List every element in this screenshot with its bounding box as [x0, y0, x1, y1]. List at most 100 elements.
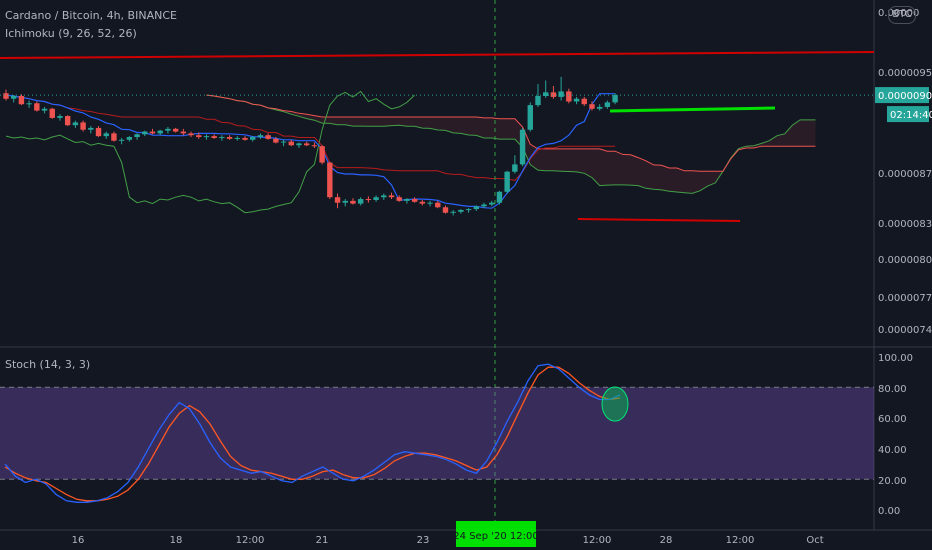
- candle-body: [427, 202, 433, 204]
- candle: [157, 129, 163, 136]
- candle-body: [296, 143, 302, 146]
- candle-body: [103, 133, 109, 137]
- candle-body: [419, 201, 426, 204]
- candle: [80, 120, 86, 132]
- stoch-tick-label: 100.00: [878, 353, 913, 364]
- candle: [489, 200, 495, 207]
- candle: [11, 95, 17, 103]
- candle: [103, 131, 109, 139]
- candle: [172, 127, 179, 133]
- candle-body: [41, 108, 48, 111]
- candle: [535, 84, 541, 107]
- candle-body: [242, 137, 248, 140]
- candle-body: [365, 199, 372, 201]
- candle-body: [303, 143, 310, 146]
- price-tick-label: 0.00000: [878, 8, 919, 19]
- candle-body: [126, 137, 133, 140]
- candle-body: [80, 122, 86, 130]
- currency-button[interactable]: BTC: [888, 6, 916, 24]
- candle-body: [435, 202, 441, 208]
- candle-body: [142, 131, 148, 135]
- candle-body: [573, 98, 580, 102]
- candle-body: [72, 122, 79, 126]
- last-price-badge: [875, 87, 929, 104]
- candle-body: [226, 137, 233, 139]
- candle: [419, 199, 426, 206]
- candle: [527, 102, 533, 132]
- candle: [465, 208, 472, 213]
- stoch-tick-label: 40.00: [878, 445, 907, 456]
- candle: [18, 94, 25, 106]
- time-tick-label: 28: [660, 535, 673, 546]
- price-tick-label: 0.00000745: [878, 325, 932, 336]
- candle: [404, 198, 410, 204]
- candle-body: [519, 129, 526, 165]
- candle-body: [604, 102, 611, 107]
- stoch-tick-label: 60.00: [878, 414, 907, 425]
- time-tick-label: 23: [417, 535, 430, 546]
- candle-body: [280, 141, 287, 143]
- time-tick-label: 18: [170, 535, 183, 546]
- time-tick-label: 21: [316, 535, 329, 546]
- candle: [49, 107, 55, 119]
- candle: [543, 80, 549, 98]
- candle-body: [558, 91, 564, 97]
- resistance-trendline: [0, 51, 875, 59]
- candle: [373, 195, 379, 202]
- candle-body: [219, 137, 225, 139]
- candle-body: [381, 195, 387, 198]
- candle: [589, 101, 595, 111]
- candle: [95, 126, 102, 138]
- symbol-title: Cardano / Bitcoin, 4h, BINANCE: [5, 9, 177, 22]
- candle: [180, 128, 187, 136]
- candle-body: [311, 145, 318, 147]
- candle-body: [57, 116, 63, 118]
- candle-body: [11, 96, 17, 99]
- ichimoku-legend[interactable]: Ichimoku (9, 26, 52, 26): [5, 27, 137, 40]
- candle-body: [203, 136, 210, 138]
- leading-span-a: [206, 94, 816, 194]
- candle-body: [250, 137, 256, 140]
- candle-body: [319, 146, 325, 163]
- candle: [111, 131, 117, 142]
- candle-body: [257, 135, 264, 138]
- candle-body: [612, 95, 618, 103]
- base-line: [5, 94, 616, 181]
- candle: [450, 210, 456, 216]
- stoch-legend[interactable]: Stoch (14, 3, 3): [5, 358, 91, 371]
- stoch-d-line: [4, 366, 621, 502]
- candle-body: [327, 162, 333, 198]
- candle-body: [543, 92, 549, 96]
- last-price-label: 0.00000908: [878, 91, 932, 102]
- candle: [64, 115, 71, 127]
- stoch-band: [0, 387, 874, 480]
- candle: [327, 161, 333, 200]
- candle-body: [95, 127, 102, 137]
- candle: [34, 101, 40, 112]
- candle: [334, 193, 341, 209]
- time-tick-label: 12:00: [236, 535, 265, 546]
- candle: [411, 197, 418, 203]
- candle: [496, 190, 503, 205]
- candle-body: [118, 139, 125, 141]
- candle-body: [473, 206, 480, 210]
- candle: [612, 93, 618, 105]
- candle: [442, 205, 449, 214]
- candle: [458, 209, 464, 214]
- candle: [226, 135, 233, 140]
- candle: [118, 137, 125, 145]
- candle: [72, 120, 79, 128]
- candle-body: [581, 98, 587, 105]
- stoch-tick-label: 0.00: [878, 506, 900, 517]
- candle: [396, 195, 402, 202]
- candle-body: [458, 210, 464, 212]
- candle: [149, 128, 156, 135]
- conversion-line: [5, 93, 616, 209]
- candle: [88, 126, 94, 134]
- candle-body: [265, 135, 271, 139]
